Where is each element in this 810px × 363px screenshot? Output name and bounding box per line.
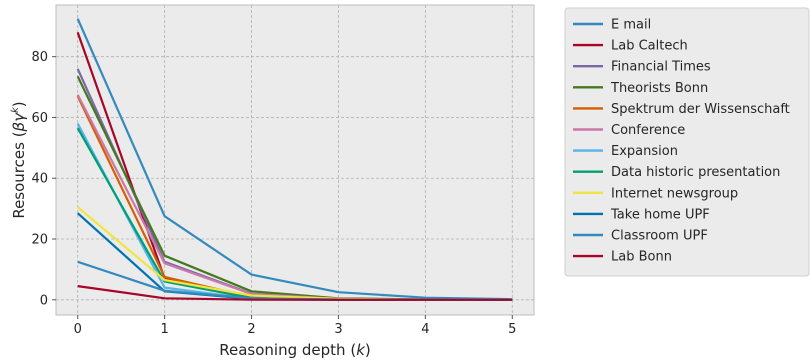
series-line-e-mail [76, 18, 513, 301]
legend-item: Take home UPF [573, 207, 710, 222]
x-tick-label: 0 [74, 322, 82, 337]
x-tick-label: 1 [160, 322, 168, 337]
x-tick-label: 5 [508, 322, 516, 337]
x-tick-label: 2 [247, 322, 255, 337]
series-line-lab-bonn [77, 285, 513, 301]
legend-label: Lab Caltech [611, 39, 688, 54]
y-axis-label: Resources (βγk) [10, 101, 28, 218]
plot-area [55, 4, 535, 316]
legend-label: Financial Times [611, 60, 711, 75]
legend-item: Spektrum der Wissenschaft [573, 102, 790, 117]
legend-item: Classroom UPF [573, 229, 708, 244]
y-tick-label: 40 [31, 172, 48, 187]
legend-label: Theorists Bonn [610, 81, 708, 96]
legend-label: Classroom UPF [611, 229, 708, 244]
y-tick-label: 20 [31, 233, 48, 248]
x-axis-label: Reasoning depth (k) [219, 341, 370, 359]
grid [56, 5, 534, 315]
legend-label: Internet newsgroup [611, 186, 738, 201]
legend-item: Internet newsgroup [573, 186, 738, 201]
legend-label: Expansion [611, 144, 678, 159]
legend-item: E mail [573, 18, 651, 33]
legend: E mail Lab Caltech Financial Times Theorist… [564, 7, 810, 277]
y-tick-label: 80 [31, 50, 48, 65]
legend-box [564, 7, 810, 277]
legend-item: Theorists Bonn [573, 81, 708, 96]
legend-item: Expansion [573, 144, 678, 159]
legend-item: Conference [573, 123, 685, 138]
legend-label: Take home UPF [610, 207, 710, 222]
legend-label: Data historic presentation [611, 165, 780, 180]
legend-item: Financial Times [573, 60, 711, 75]
legend-item: Lab Bonn [573, 250, 672, 265]
legend-label: Spektrum der Wissenschaft [611, 102, 790, 117]
x-tick-label: 3 [334, 322, 342, 337]
legend-item: Lab Caltech [573, 39, 688, 54]
legend-label: Lab Bonn [611, 250, 672, 265]
series-lines [76, 18, 513, 301]
axis-ticks: 0 1 2 3 4 5 0 20 40 60 80 [31, 50, 516, 337]
legend-label: E mail [611, 18, 651, 33]
y-tick-label: 0 [40, 293, 48, 308]
legend-label: Conference [611, 123, 685, 138]
x-tick-label: 4 [421, 322, 429, 337]
y-tick-label: 60 [31, 111, 48, 126]
legend-item: Data historic presentation [573, 165, 780, 180]
